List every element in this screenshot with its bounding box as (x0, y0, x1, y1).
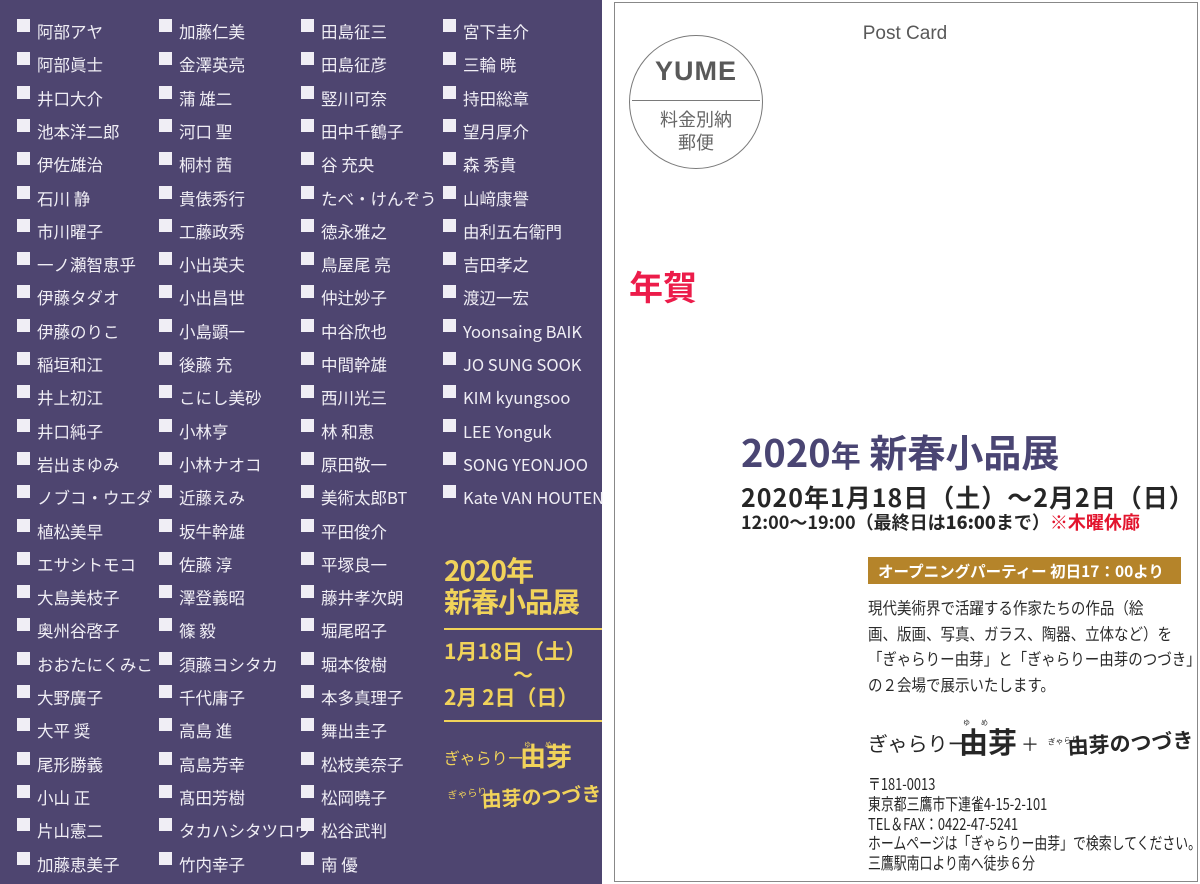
svg-text:由芽: 由芽 (520, 737, 572, 774)
svg-text:ぎゃらりー: ぎゃらりー (444, 745, 524, 769)
svg-text:ぎゃらりー: ぎゃらりー (868, 728, 968, 757)
svg-text:由芽のつづき: 由芽のつづき (481, 778, 602, 813)
svg-text:由芽のつづき: 由芽のつづき (1067, 724, 1194, 761)
svg-text:由芽: 由芽 (959, 720, 1017, 762)
svg-text:＋: ＋ (1021, 731, 1039, 757)
